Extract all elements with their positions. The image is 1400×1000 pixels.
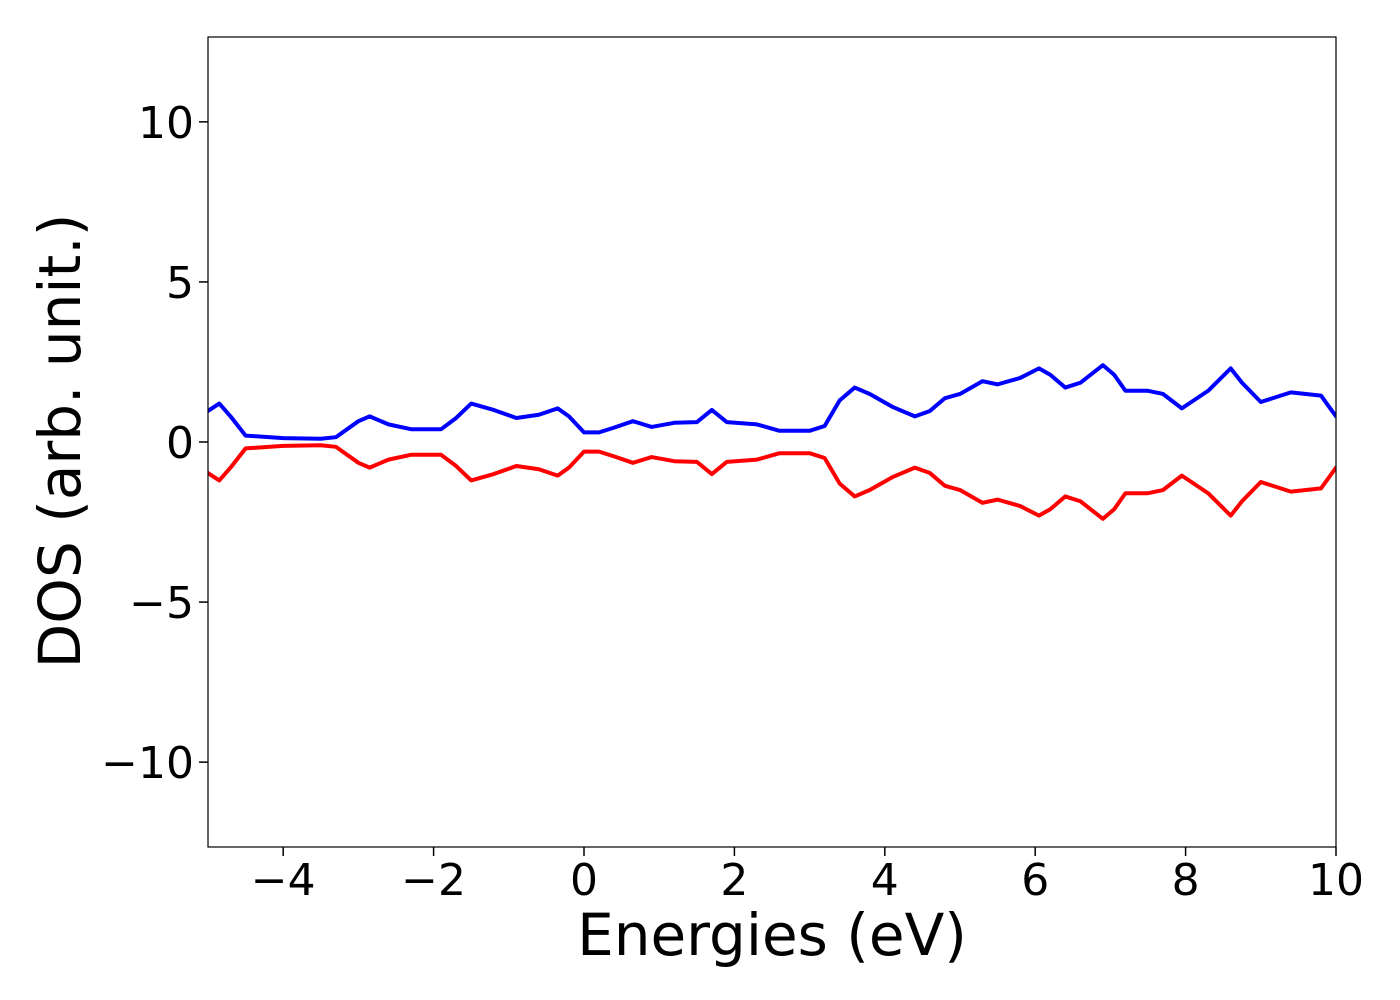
y-axis-label: DOS (arb. unit.) bbox=[26, 214, 94, 669]
x-tick-label: 4 bbox=[871, 855, 899, 906]
x-axis-label: Energies (eV) bbox=[577, 901, 967, 969]
y-tick-label: 0 bbox=[166, 418, 194, 469]
x-tick-label: 8 bbox=[1172, 855, 1200, 906]
x-tick-label: 2 bbox=[720, 855, 748, 906]
series-line bbox=[208, 363, 1336, 441]
y-tick-label: −5 bbox=[129, 578, 194, 629]
series-line bbox=[208, 443, 1336, 521]
y-tick-label: 10 bbox=[138, 98, 194, 149]
x-tick-label: 6 bbox=[1021, 855, 1049, 906]
x-tick-label: 10 bbox=[1308, 855, 1364, 906]
x-tick-label: 0 bbox=[570, 855, 598, 906]
x-tick-label: −2 bbox=[401, 855, 466, 906]
y-tick-label: 5 bbox=[166, 258, 194, 309]
x-tick-label: −4 bbox=[251, 855, 316, 906]
plot-frame bbox=[207, 36, 1337, 848]
y-tick-label: −10 bbox=[101, 738, 194, 789]
